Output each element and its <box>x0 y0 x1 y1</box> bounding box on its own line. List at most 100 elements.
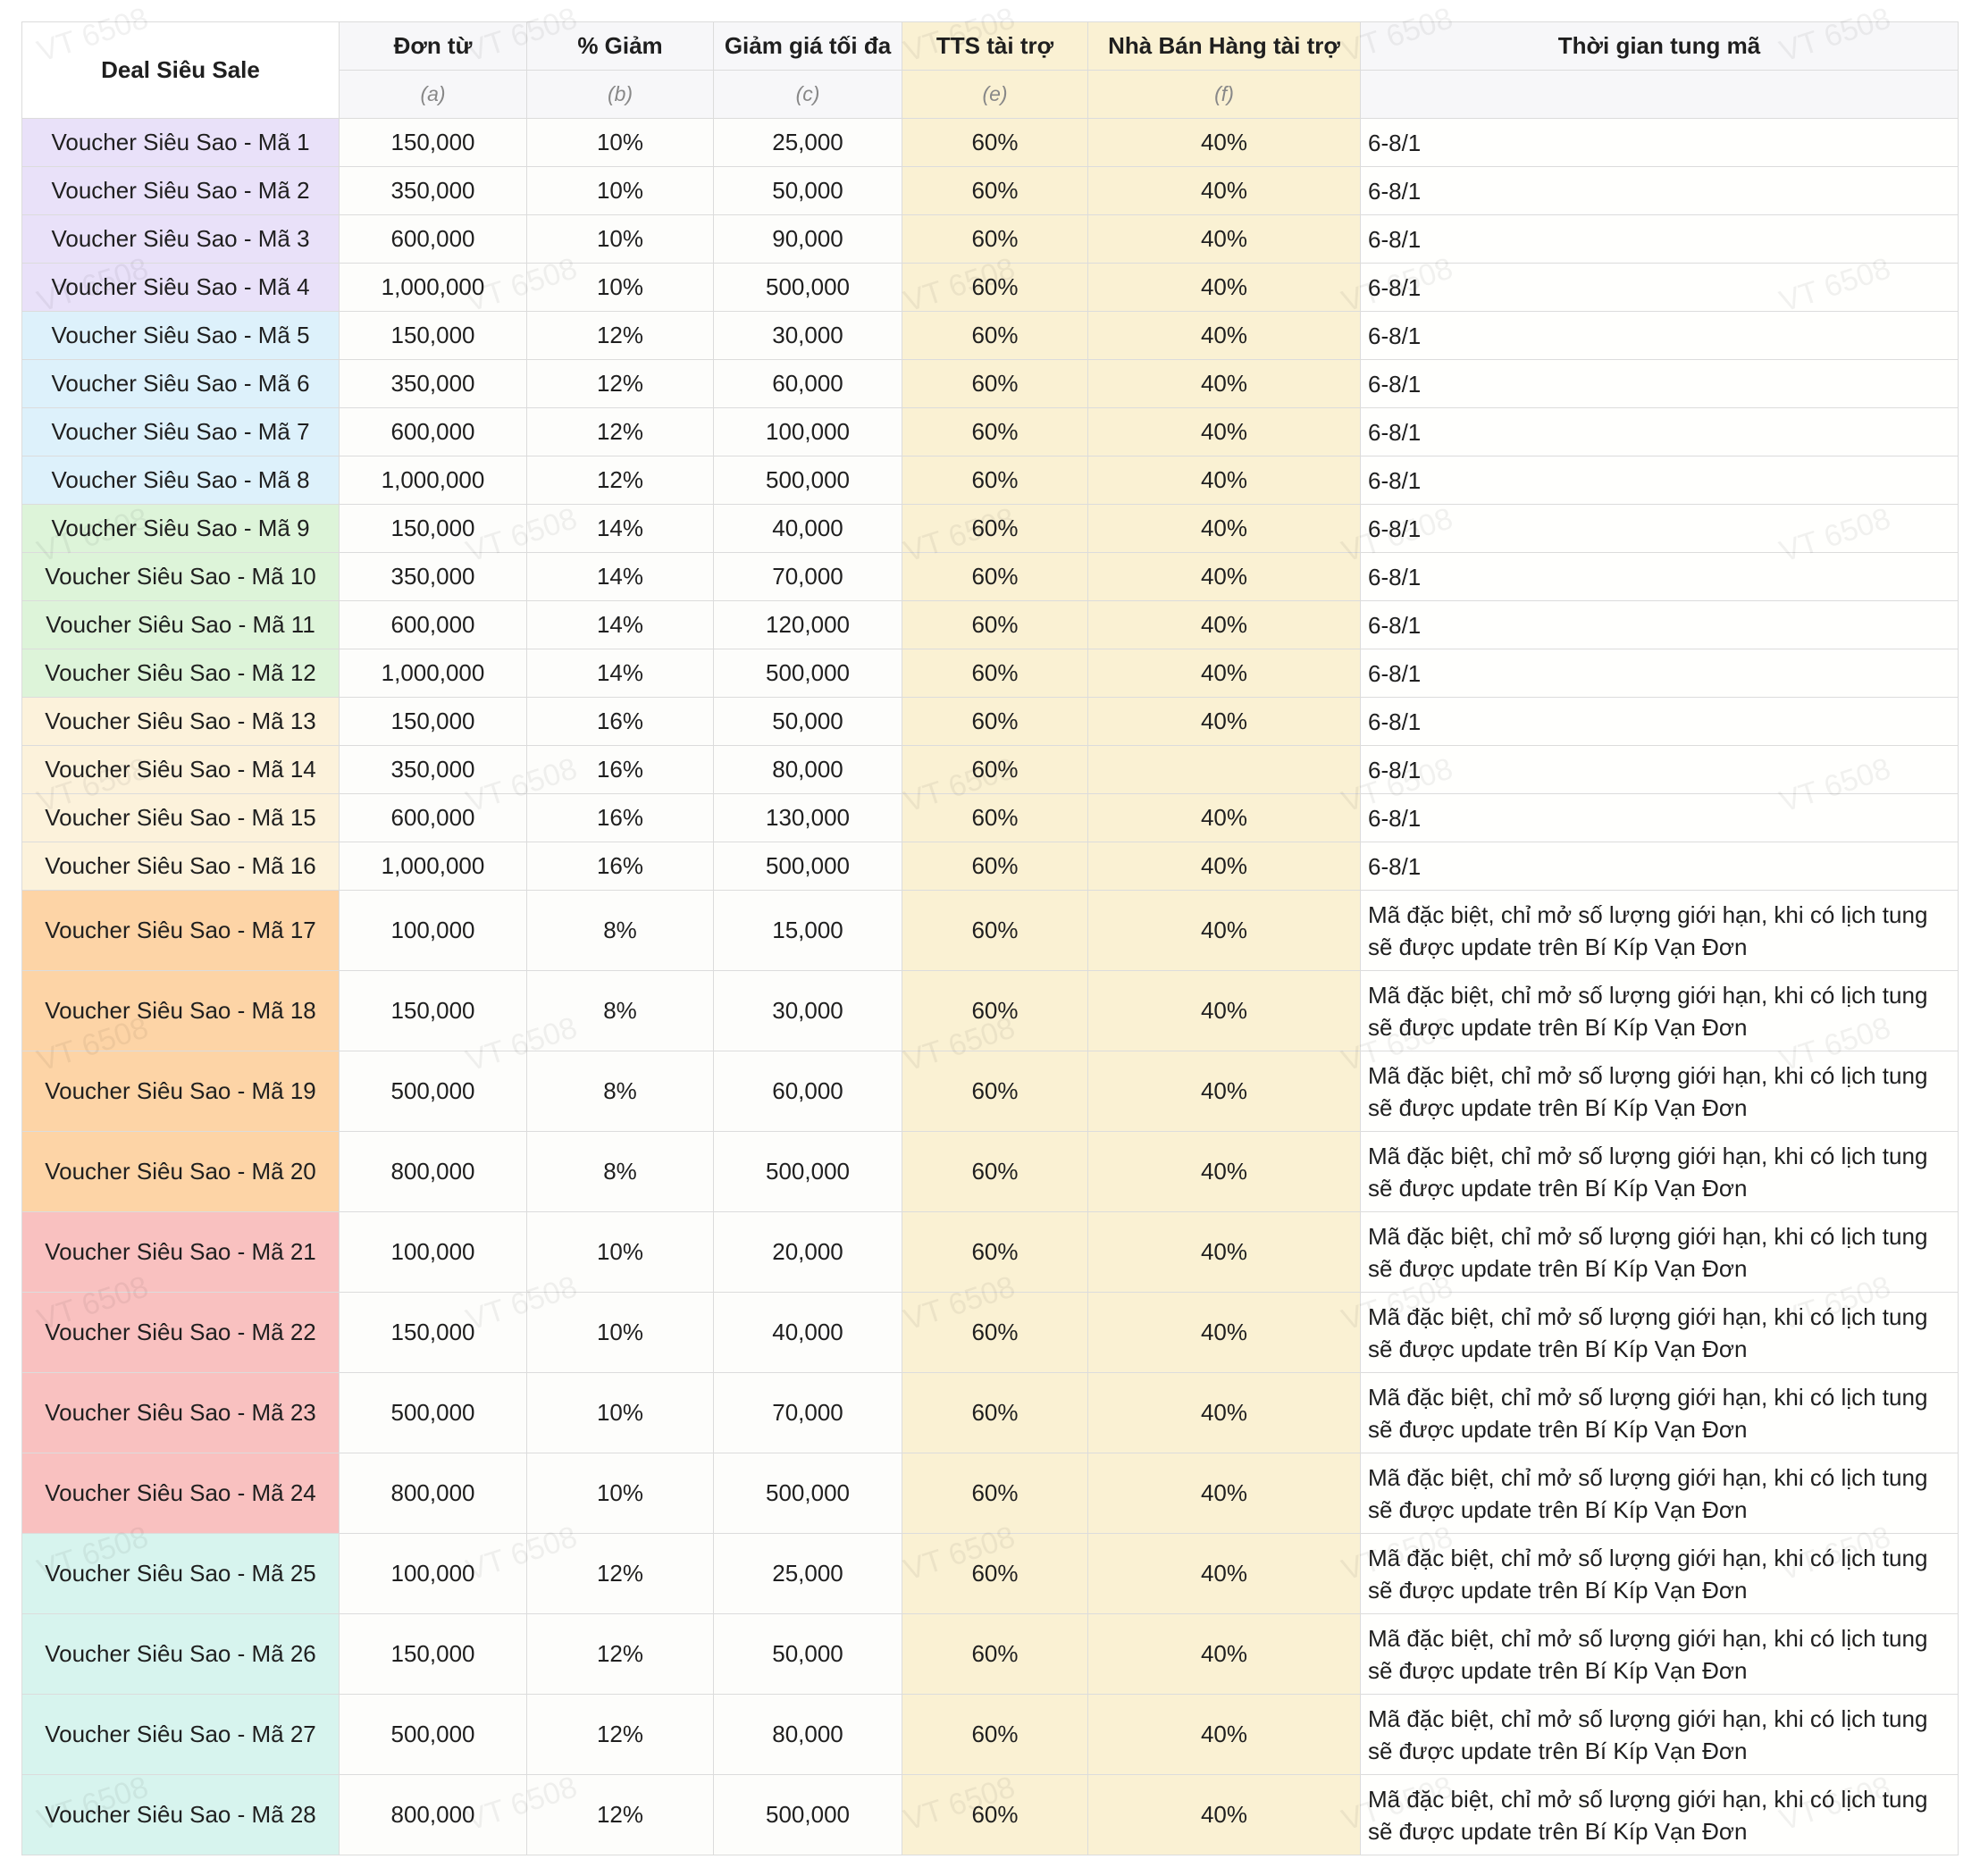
table-row: Voucher Siêu Sao - Mã 24 800,000 10% 500,00… <box>21 1453 1959 1534</box>
cell: 350,000 <box>339 745 527 794</box>
header-cell: Deal Siêu Sale <box>21 21 340 119</box>
cell: 40,000 <box>713 504 902 553</box>
table-row: Voucher Siêu Sao - Mã 16 1,000,000 16% 500,… <box>21 842 1959 891</box>
cell: 1,000,000 <box>339 649 527 698</box>
cell: 60% <box>902 842 1088 891</box>
cell: 100,000 <box>713 407 902 456</box>
table-row: Voucher Siêu Sao - Mã 5 150,000 12% 30,000 6… <box>21 311 1959 360</box>
cell: 350,000 <box>339 552 527 601</box>
table-row: Voucher Siêu Sao - Mã 15 600,000 16% 130,00… <box>21 793 1959 842</box>
cell: 12% <box>526 407 714 456</box>
cell: 6-8/1 <box>1360 600 1959 649</box>
cell: 16% <box>526 793 714 842</box>
cell: 16% <box>526 745 714 794</box>
cell: 1,000,000 <box>339 263 527 312</box>
cell: 16% <box>526 842 714 891</box>
table-row: Voucher Siêu Sao - Mã 17 100,000 8% 15,000 6… <box>21 890 1959 971</box>
cell: Mã đặc biệt, chỉ mở số lượng giới hạn, k… <box>1360 1372 1959 1453</box>
cell: Mã đặc biệt, chỉ mở số lượng giới hạn, k… <box>1360 1694 1959 1775</box>
cell: 60% <box>902 970 1088 1051</box>
cell: 350,000 <box>339 359 527 408</box>
cell: 12% <box>526 1533 714 1614</box>
cell: 50,000 <box>713 1613 902 1695</box>
deal-name: Voucher Siêu Sao - Mã 8 <box>21 456 340 505</box>
cell: 500,000 <box>713 1131 902 1212</box>
deal-name: Voucher Siêu Sao - Mã 3 <box>21 214 340 264</box>
table-row: Voucher Siêu Sao - Mã 23 500,000 10% 70,000… <box>21 1372 1959 1453</box>
deal-name: Voucher Siêu Sao - Mã 12 <box>21 649 340 698</box>
cell: 40% <box>1087 1051 1361 1132</box>
cell: 10% <box>526 1453 714 1534</box>
table-row: Voucher Siêu Sao - Mã 20 800,000 8% 500,000… <box>21 1131 1959 1212</box>
cell: Mã đặc biệt, chỉ mở số lượng giới hạn, k… <box>1360 890 1959 971</box>
table-row: Voucher Siêu Sao - Mã 7 600,000 12% 100,000… <box>21 407 1959 456</box>
cell: 90,000 <box>713 214 902 264</box>
cell: 150,000 <box>339 504 527 553</box>
cell: 600,000 <box>339 214 527 264</box>
cell: Mã đặc biệt, chỉ mở số lượng giới hạn, k… <box>1360 1051 1959 1132</box>
cell: 12% <box>526 311 714 360</box>
cell: 6-8/1 <box>1360 311 1959 360</box>
cell: 500,000 <box>339 1051 527 1132</box>
cell: 60% <box>902 166 1088 215</box>
cell: 6-8/1 <box>1360 456 1959 505</box>
header-note <box>1360 70 1959 119</box>
cell: 600,000 <box>339 600 527 649</box>
cell: 40% <box>1087 842 1361 891</box>
deal-name: Voucher Siêu Sao - Mã 20 <box>21 1131 340 1212</box>
cell: 12% <box>526 359 714 408</box>
cell: 80,000 <box>713 745 902 794</box>
cell: 10% <box>526 118 714 167</box>
cell: Mã đặc biệt, chỉ mở số lượng giới hạn, k… <box>1360 1774 1959 1855</box>
deal-name: Voucher Siêu Sao - Mã 11 <box>21 600 340 649</box>
cell: 6-8/1 <box>1360 649 1959 698</box>
cell: 60% <box>902 890 1088 971</box>
cell: 150,000 <box>339 970 527 1051</box>
deal-name: Voucher Siêu Sao - Mã 2 <box>21 166 340 215</box>
cell: 70,000 <box>713 1372 902 1453</box>
cell: 6-8/1 <box>1360 407 1959 456</box>
cell: 14% <box>526 552 714 601</box>
cell: 40% <box>1087 697 1361 746</box>
cell: 40% <box>1087 311 1361 360</box>
cell: 6-8/1 <box>1360 263 1959 312</box>
deal-name: Voucher Siêu Sao - Mã 16 <box>21 842 340 891</box>
cell: 60% <box>902 311 1088 360</box>
cell: 40% <box>1087 1372 1361 1453</box>
deal-name: Voucher Siêu Sao - Mã 10 <box>21 552 340 601</box>
table-row: Voucher Siêu Sao - Mã 18 150,000 8% 30,000 6… <box>21 970 1959 1051</box>
cell: 100,000 <box>339 890 527 971</box>
cell: 50,000 <box>713 166 902 215</box>
deal-name: Voucher Siêu Sao - Mã 7 <box>21 407 340 456</box>
cell: 6-8/1 <box>1360 842 1959 891</box>
cell: 150,000 <box>339 311 527 360</box>
deal-name: Voucher Siêu Sao - Mã 19 <box>21 1051 340 1132</box>
header-cell: Nhà Bán Hàng tài trợ <box>1087 21 1361 71</box>
cell: 30,000 <box>713 970 902 1051</box>
deal-name: Voucher Siêu Sao - Mã 17 <box>21 890 340 971</box>
cell: 60% <box>902 407 1088 456</box>
cell: 40% <box>1087 1613 1361 1695</box>
cell: 6-8/1 <box>1360 504 1959 553</box>
cell: 40% <box>1087 1533 1361 1614</box>
cell: 25,000 <box>713 118 902 167</box>
table-row: Voucher Siêu Sao - Mã 12 1,000,000 14% 500,… <box>21 649 1959 698</box>
table-row: Voucher Siêu Sao - Mã 11 600,000 14% 120,00… <box>21 600 1959 649</box>
cell: 150,000 <box>339 1613 527 1695</box>
cell: 60% <box>902 263 1088 312</box>
cell: 14% <box>526 600 714 649</box>
cell: 350,000 <box>339 166 527 215</box>
table-row: Voucher Siêu Sao - Mã 28 800,000 12% 500,00… <box>21 1774 1959 1855</box>
deal-name: Voucher Siêu Sao - Mã 18 <box>21 970 340 1051</box>
cell: 800,000 <box>339 1453 527 1534</box>
cell: 60% <box>902 1211 1088 1293</box>
cell: 40% <box>1087 970 1361 1051</box>
cell: 800,000 <box>339 1774 527 1855</box>
deal-name: Voucher Siêu Sao - Mã 21 <box>21 1211 340 1293</box>
cell: Mã đặc biệt, chỉ mở số lượng giới hạn, k… <box>1360 1613 1959 1695</box>
cell: 8% <box>526 1051 714 1132</box>
table-row: Voucher Siêu Sao - Mã 8 1,000,000 12% 500,0… <box>21 456 1959 505</box>
cell: 40% <box>1087 1453 1361 1534</box>
deal-name: Voucher Siêu Sao - Mã 22 <box>21 1292 340 1373</box>
cell: 40% <box>1087 504 1361 553</box>
